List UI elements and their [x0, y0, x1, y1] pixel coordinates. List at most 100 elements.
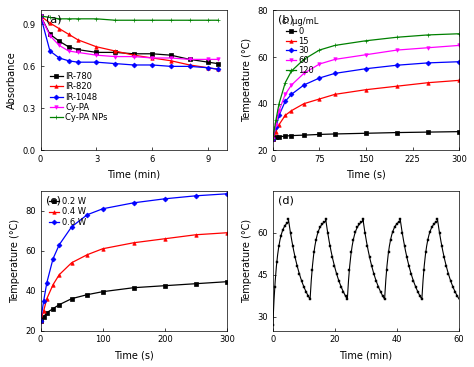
IR-780 — [149, 52, 155, 56]
0 — [425, 130, 431, 134]
Cy-PA — [38, 14, 44, 18]
15 — [273, 130, 279, 134]
15 — [301, 101, 307, 106]
Line: Cy-PA: Cy-PA — [39, 14, 219, 61]
30 — [270, 137, 276, 141]
0.4 W — [41, 308, 46, 313]
0.4 W — [50, 283, 56, 287]
0 — [283, 134, 288, 138]
Cy-PA — [56, 43, 62, 48]
IR-1048 — [47, 49, 53, 53]
IR-780 — [131, 52, 137, 56]
Text: (c): (c) — [46, 195, 61, 205]
30 — [301, 83, 307, 87]
60 — [456, 43, 462, 48]
IR-820 — [75, 37, 81, 42]
Cy-PA — [149, 56, 155, 60]
Cy-PA — [215, 57, 220, 62]
30 — [456, 59, 462, 64]
IR-1048 — [75, 60, 81, 64]
0.4 W — [224, 230, 230, 235]
120 — [425, 33, 431, 37]
IR-1048 — [149, 63, 155, 67]
120 — [270, 137, 276, 141]
Cy-PA — [187, 57, 192, 62]
IR-1048 — [56, 56, 62, 60]
0 — [363, 131, 369, 135]
30 — [425, 61, 431, 65]
IR-820 — [149, 56, 155, 60]
IR-1048 — [205, 66, 211, 70]
IR-820 — [47, 21, 53, 25]
0.6 W — [69, 225, 74, 229]
30 — [273, 125, 279, 129]
Cy-PA — [112, 54, 118, 59]
Text: (d): (d) — [278, 195, 294, 205]
IR-820 — [215, 67, 220, 71]
Cy-PA NPs — [168, 18, 174, 22]
0.4 W — [131, 240, 137, 245]
60 — [394, 48, 400, 52]
Cy-PA — [168, 56, 174, 60]
15 — [276, 123, 282, 127]
Y-axis label: Temperature (°C): Temperature (°C) — [242, 219, 252, 303]
15 — [289, 109, 294, 113]
120 — [363, 39, 369, 43]
0 — [456, 130, 462, 134]
Cy-PA NPs — [56, 17, 62, 21]
IR-820 — [168, 59, 174, 63]
0.4 W — [100, 247, 106, 251]
0.4 W — [69, 261, 74, 265]
30 — [394, 63, 400, 68]
60 — [273, 123, 279, 127]
Cy-PA — [75, 50, 81, 55]
120 — [273, 118, 279, 122]
0 — [270, 137, 276, 141]
0.6 W — [44, 280, 50, 285]
Cy-PA NPs — [38, 14, 44, 18]
15 — [456, 78, 462, 83]
Cy-PA NPs — [187, 18, 192, 22]
IR-780 — [56, 39, 62, 43]
15 — [283, 113, 288, 117]
IR-780 — [215, 61, 220, 66]
X-axis label: Time (min): Time (min) — [339, 350, 392, 360]
0.4 W — [44, 297, 50, 301]
IR-1048 — [131, 63, 137, 67]
IR-1048 — [168, 64, 174, 69]
120 — [332, 43, 338, 48]
Y-axis label: Temperature (°C): Temperature (°C) — [242, 38, 252, 123]
0 — [394, 130, 400, 135]
120 — [456, 32, 462, 36]
Text: (a): (a) — [46, 15, 62, 25]
IR-780 — [205, 60, 211, 64]
30 — [332, 71, 338, 76]
Cy-PA — [66, 49, 72, 53]
Line: 0.6 W: 0.6 W — [39, 192, 228, 322]
0.6 W — [84, 212, 90, 217]
Legend: 0.2 W, 0.4 W, 0.6 W: 0.2 W, 0.4 W, 0.6 W — [48, 196, 87, 228]
60 — [289, 83, 294, 87]
0.6 W — [224, 192, 230, 196]
60 — [317, 62, 322, 66]
30 — [363, 66, 369, 71]
Line: 0: 0 — [271, 130, 461, 140]
Y-axis label: Temperature (°C): Temperature (°C) — [9, 219, 19, 303]
15 — [363, 87, 369, 92]
Legend: IR-780, IR-820, IR-1048, Cy-PA, Cy-PA NPs: IR-780, IR-820, IR-1048, Cy-PA, Cy-PA NP… — [48, 70, 109, 124]
IR-820 — [187, 63, 192, 67]
0.2 W — [84, 292, 90, 297]
X-axis label: Time (s): Time (s) — [346, 170, 386, 180]
30 — [317, 76, 322, 80]
120 — [317, 48, 322, 52]
Line: 60: 60 — [271, 44, 461, 140]
Line: IR-1048: IR-1048 — [39, 14, 219, 71]
0.2 W — [50, 306, 56, 311]
Cy-PA NPs — [112, 18, 118, 22]
Line: IR-780: IR-780 — [39, 14, 219, 65]
60 — [283, 92, 288, 97]
0.2 W — [44, 310, 50, 315]
0.4 W — [38, 319, 44, 323]
0.2 W — [193, 281, 199, 286]
IR-780 — [66, 45, 72, 49]
